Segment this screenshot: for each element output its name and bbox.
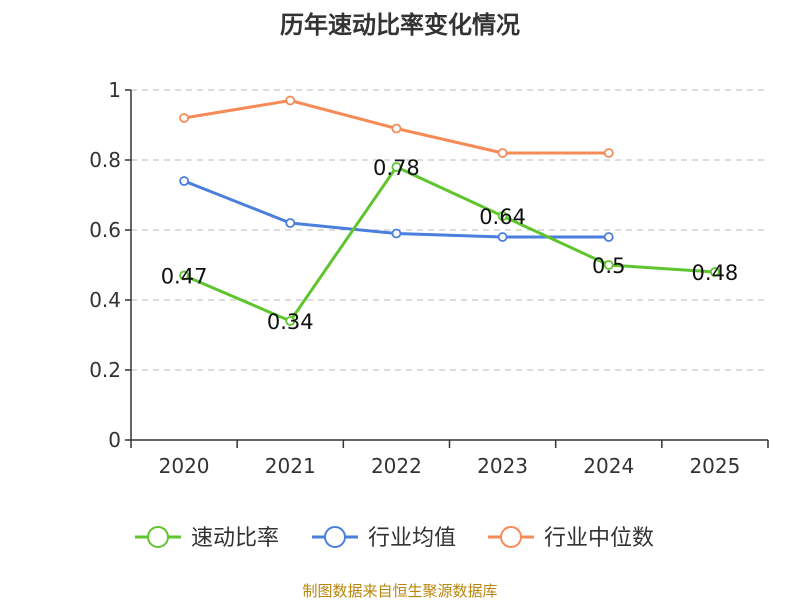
data-point bbox=[391, 123, 402, 134]
data-label: 0.47 bbox=[161, 265, 208, 289]
gridlines bbox=[131, 89, 768, 371]
x-tick-label: 2023 bbox=[477, 454, 528, 478]
y-tick-label: 0.8 bbox=[89, 148, 121, 172]
legend: 速动比率 行业均值 行业中位数 bbox=[135, 526, 654, 551]
legend-label: 速动比率 bbox=[191, 526, 279, 551]
x-tick-label: 2020 bbox=[159, 454, 210, 478]
data-label: 0.64 bbox=[479, 205, 526, 229]
legend-label: 行业中位数 bbox=[544, 526, 654, 551]
legend-label: 行业均值 bbox=[368, 526, 456, 551]
y-tick-label: 0.4 bbox=[89, 288, 121, 312]
axes: 0 0.2 0.4 0.6 0.8 1 2020 2021 2022 2023 2024 2025 bbox=[89, 78, 769, 478]
data-point bbox=[179, 270, 189, 281]
data-labels: 0.47 0.34 0.78 0.64 0.5 0.48 bbox=[161, 156, 739, 334]
data-label: 0.48 bbox=[692, 261, 739, 285]
legend-marker bbox=[324, 526, 346, 548]
data-point bbox=[497, 148, 508, 158]
source-note: 制图数据来自恒生聚源数据库 bbox=[302, 582, 497, 600]
data-label: 0.78 bbox=[373, 156, 420, 180]
data-point bbox=[497, 211, 508, 221]
data-point bbox=[285, 95, 296, 106]
data-point bbox=[497, 232, 508, 242]
x-tick-label: 2022 bbox=[371, 454, 422, 478]
x-tick-label: 2024 bbox=[583, 454, 634, 478]
x-tick-label: 2025 bbox=[689, 454, 740, 478]
data-point bbox=[603, 232, 614, 242]
y-tick-label: 1 bbox=[108, 78, 121, 102]
data-point bbox=[603, 148, 614, 158]
y-tick-label: 0.2 bbox=[89, 358, 121, 382]
chart-title: 历年速动比率变化情况 bbox=[280, 11, 520, 39]
data-point bbox=[391, 228, 402, 239]
legend-marker bbox=[500, 526, 522, 548]
data-point bbox=[285, 218, 296, 228]
data-point bbox=[285, 316, 296, 326]
legend-marker bbox=[147, 526, 169, 548]
data-label: 0.5 bbox=[592, 254, 625, 278]
series-line-0 bbox=[183, 165, 716, 323]
y-tick-label: 0 bbox=[108, 428, 121, 452]
data-point bbox=[603, 260, 614, 270]
y-tick-label: 0.6 bbox=[89, 218, 121, 242]
x-tick-label: 2021 bbox=[265, 454, 316, 478]
data-point bbox=[179, 176, 189, 186]
data-point bbox=[710, 267, 720, 277]
series-group bbox=[179, 95, 720, 326]
data-point bbox=[391, 162, 402, 172]
data-label: 0.34 bbox=[267, 310, 314, 334]
data-point bbox=[179, 113, 189, 123]
